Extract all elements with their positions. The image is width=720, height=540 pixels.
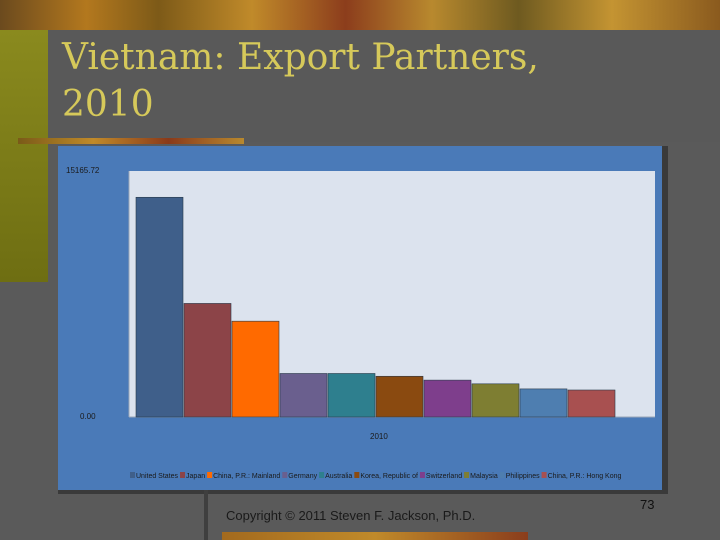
legend-swatch-2: [207, 472, 213, 478]
decorative-title-underline: [18, 138, 244, 144]
legend-swatch-7: [464, 472, 470, 478]
bar-australia: [327, 373, 376, 418]
y-tick-label-min: 0.00: [80, 412, 96, 421]
bar-switzerland: [423, 379, 472, 418]
legend-swatch-0: [130, 472, 135, 478]
copyright-text: Copyright © 2011 Steven F. Jackson, Ph.D…: [226, 508, 476, 523]
bar-united-states: [135, 196, 184, 418]
legend-swatch-8: [499, 472, 505, 478]
bar-korea-republic-of: [375, 375, 424, 418]
slide-title: Vietnam: Export Partners, 2010: [62, 37, 539, 125]
legend-label-0: United States: [136, 473, 179, 480]
bar-chart: 15165.72 0.00 2010 United States Japan Chi…: [66, 166, 655, 480]
decorative-bottom-strip: [222, 532, 528, 540]
bar-philippines: [519, 388, 568, 418]
legend-swatch-9: [541, 472, 547, 478]
legend: United States Japan China, P.R.: Mainland G…: [130, 472, 622, 480]
legend-label-5: Korea, Republic of: [360, 473, 418, 480]
bar-malaysia: [471, 383, 520, 418]
legend-swatch-3: [282, 472, 288, 478]
x-category-label: 2010: [370, 432, 388, 441]
legend-swatch-6: [419, 472, 425, 478]
bar-japan: [183, 303, 232, 418]
legend-label-1: Japan: [186, 473, 205, 480]
chart-panel: 15165.72 0.00 2010 United States Japan Chi…: [58, 146, 668, 494]
legend-label-9: China, P.R.: Hong Kong: [548, 473, 622, 480]
legend-label-3: Germany: [288, 473, 317, 480]
bar-china-p-r-mainland: [231, 320, 280, 418]
legend-label-2: China, P.R.: Mainland: [213, 473, 280, 480]
legend-label-6: Switzerland: [426, 473, 462, 480]
bar-china-p-r-hong-kong: [567, 389, 616, 418]
decorative-banner-top: [0, 0, 720, 30]
legend-label-7: Malaysia: [470, 473, 498, 480]
decorative-footer-bar: [204, 490, 208, 540]
bar-germany: [279, 373, 328, 418]
legend-swatch-5: [354, 472, 360, 478]
bar-group: [135, 196, 616, 418]
legend-label-4: Australia: [325, 473, 352, 480]
page-number: 73: [640, 497, 655, 512]
y-tick-label-max: 15165.72: [66, 166, 100, 175]
decorative-side-strip: [0, 30, 48, 282]
legend-swatch-4: [319, 472, 325, 478]
legend-swatch-1: [180, 472, 186, 478]
title-area: [48, 30, 720, 142]
legend-label-8: Philippines: [506, 473, 540, 480]
